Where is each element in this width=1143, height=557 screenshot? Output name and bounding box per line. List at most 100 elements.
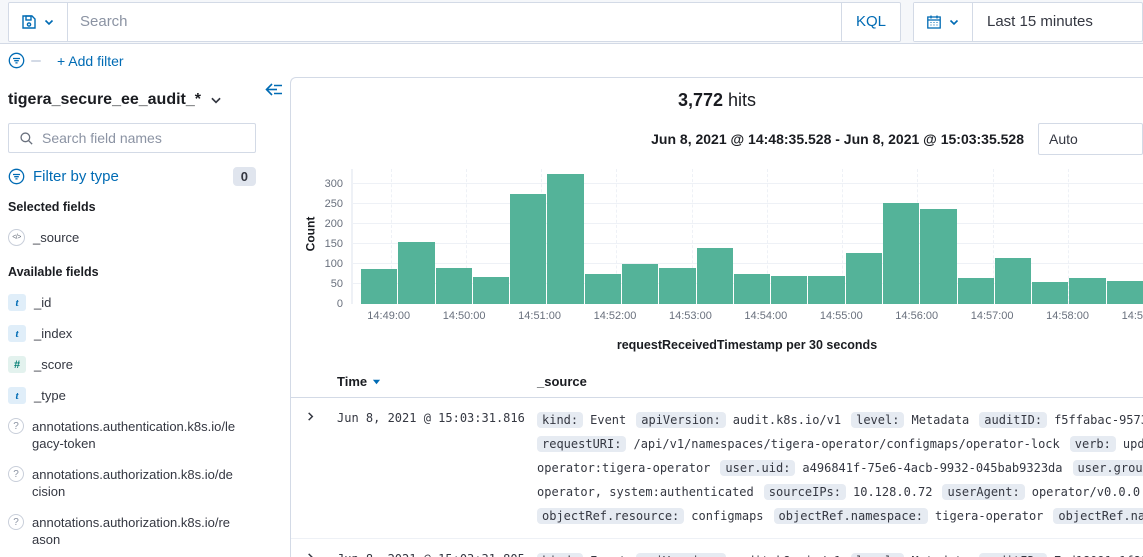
- gridline: [353, 183, 1143, 184]
- histogram-bar[interactable]: [994, 258, 1032, 304]
- histogram-bar[interactable]: [621, 264, 659, 304]
- histogram-bar[interactable]: [882, 202, 920, 304]
- interval-select[interactable]: Auto: [1038, 123, 1143, 155]
- histogram-chart: Count 0 50 100 150 200 250 300 14:49:00 14:50:0…: [291, 169, 1143, 352]
- field-item-_source[interactable]: </> _source: [8, 224, 256, 255]
- field-item-_id[interactable]: t _id: [8, 289, 256, 320]
- date-quick-select-button[interactable]: [914, 2, 973, 41]
- field-value: /api/v1/namespaces/tigera-operator/confi…: [633, 437, 1060, 451]
- histogram-bar[interactable]: [1106, 280, 1143, 304]
- expand-column-header: [291, 374, 337, 389]
- row-source: kind: Event apiVersion: audit.k8s.io/v1 leve…: [537, 549, 1143, 557]
- field-value: configmaps: [691, 509, 764, 523]
- histogram-bar[interactable]: [584, 273, 621, 304]
- histogram-plot-area[interactable]: 0 50 100 150 200 250 300: [325, 169, 1143, 310]
- histogram-bar[interactable]: [659, 267, 696, 304]
- row-time: Jun 8, 2021 @ 15:03:31.816: [337, 411, 525, 425]
- field-name-badge: auditID:: [979, 553, 1048, 557]
- field-item-_index[interactable]: t _index: [8, 320, 256, 351]
- field-name: annotations.authorization.k8s.io/reason: [32, 515, 231, 547]
- source-line: kind: Event apiVersion: audit.k8s.io/v1 leve…: [537, 549, 1143, 557]
- string-field-icon: t: [8, 294, 26, 311]
- filter-options-button[interactable]: [8, 52, 25, 69]
- add-filter-button[interactable]: + Add filter: [57, 52, 124, 69]
- sort-desc-icon: [372, 377, 381, 386]
- hits-value: 3,772: [677, 90, 723, 110]
- saved-query-button[interactable]: [9, 2, 68, 41]
- field-name-badge: apiVersion:: [636, 553, 726, 557]
- histogram-bar[interactable]: [472, 276, 510, 304]
- field-name-badge: level:: [851, 412, 905, 428]
- search-icon: [19, 131, 34, 146]
- histogram-bars[interactable]: [361, 169, 1143, 304]
- time-column-header[interactable]: Time: [337, 374, 537, 389]
- gridline: [353, 243, 1143, 244]
- unknown-field-icon: ?: [8, 418, 24, 434]
- histogram-bar[interactable]: [398, 242, 435, 304]
- field-item-annotations.authentication.k8s.io/legacy-token[interactable]: ? annotations.authentication.k8s.io/legac…: [8, 413, 256, 461]
- discover-main-panel: 3,772 hits Jun 8, 2021 @ 14:48:35.528 - …: [290, 77, 1143, 557]
- histogram-bar[interactable]: [547, 174, 584, 304]
- fields-sidebar: tigera_secure_ee_audit_* Filter by typ: [0, 77, 258, 557]
- field-name: annotations.authentication.k8s.io/legacy…: [32, 419, 236, 451]
- field-name: _id: [34, 295, 52, 310]
- histogram-bar[interactable]: [1032, 282, 1069, 304]
- histogram-bar[interactable]: [920, 208, 957, 304]
- histogram-bar[interactable]: [510, 194, 547, 304]
- field-item-_score[interactable]: # _score: [8, 351, 256, 382]
- expand-row-button[interactable]: [291, 549, 337, 557]
- time-range-button[interactable]: Last 15 minutes: [973, 2, 1107, 41]
- x-tick-label: 14:58:00: [1046, 310, 1089, 322]
- field-item-_type[interactable]: t _type: [8, 382, 256, 413]
- histogram-bar[interactable]: [808, 276, 845, 304]
- histogram-bar[interactable]: [1069, 278, 1106, 304]
- source-line: kind: Event apiVersion: audit.k8s.io/v1 leve…: [537, 408, 1143, 432]
- histogram-bar[interactable]: [845, 252, 882, 304]
- histogram-bar[interactable]: [771, 276, 808, 304]
- field-value: Event: [590, 554, 626, 557]
- histogram-bar[interactable]: [696, 248, 733, 304]
- kql-button[interactable]: KQL: [840, 2, 900, 41]
- search-input[interactable]: [68, 2, 841, 41]
- histogram-bar[interactable]: [361, 269, 398, 304]
- field-value: 10.128.0.72: [853, 485, 933, 499]
- field-name-badge: auditID:: [979, 412, 1048, 428]
- histogram-bar[interactable]: [733, 274, 771, 304]
- string-field-icon: t: [8, 387, 26, 404]
- x-tick-label: 14:53:00: [669, 310, 712, 322]
- field-value: a496841f-75e6-4acb-9932-045bab9323da: [802, 461, 1063, 475]
- field-name-badge: kind:: [537, 412, 584, 428]
- histogram-bar[interactable]: [435, 267, 472, 304]
- chevron-down-icon: [948, 16, 960, 28]
- selected-fields-heading: Selected fields: [8, 200, 96, 214]
- available-fields-list: t _id t _index # _score t _type? annotations.aut…: [8, 289, 256, 557]
- field-item-annotations.authorization.k8s.io/decision[interactable]: ? annotations.authorization.k8s.io/decisi…: [8, 461, 256, 509]
- expand-row-button[interactable]: [291, 408, 337, 422]
- gridline: [992, 169, 994, 304]
- field-name: _type: [34, 388, 66, 403]
- collapse-sidebar-button[interactable]: [263, 81, 285, 99]
- y-tick-label: 250: [324, 198, 343, 210]
- field-value: tigera-operator: [935, 509, 1044, 523]
- table-row: Jun 8, 2021 @ 15:03:31.805kind: Event apiV…: [291, 539, 1143, 557]
- field-name: annotations.authorization.k8s.io/decisio…: [32, 467, 233, 499]
- field-value: update: [1122, 437, 1143, 451]
- field-search-input[interactable]: [42, 130, 245, 146]
- selected-fields-list: </> _source: [8, 224, 256, 255]
- field-value: Event: [590, 413, 627, 427]
- field-name-badge: requestURI:: [537, 436, 627, 452]
- hits-counter: 3,772 hits: [291, 90, 1143, 111]
- index-pattern-select[interactable]: tigera_secure_ee_audit_*: [8, 85, 223, 115]
- x-tick-label: 14:49:00: [367, 310, 411, 322]
- chevron-right-icon: [305, 411, 337, 422]
- y-tick-label: 100: [324, 258, 343, 270]
- gridline: [353, 203, 1143, 204]
- gridline: [766, 169, 768, 304]
- y-tick-label: 50: [330, 278, 343, 290]
- filter-by-type-button[interactable]: Filter by type 0: [8, 163, 256, 190]
- histogram-bar[interactable]: [957, 278, 994, 304]
- field-item-annotations.authorization.k8s.io/reason[interactable]: ? annotations.authorization.k8s.io/reason: [8, 509, 256, 557]
- field-name-badge: kind:: [537, 553, 584, 557]
- filter-icon: [8, 168, 25, 185]
- gridline: [390, 169, 392, 304]
